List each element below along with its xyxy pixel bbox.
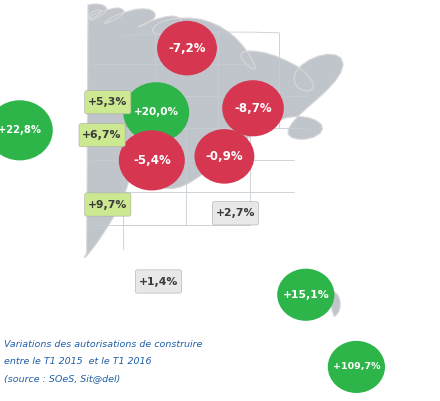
Circle shape bbox=[194, 129, 254, 184]
Text: (source : SOeS, Sit@del): (source : SOeS, Sit@del) bbox=[4, 375, 121, 383]
FancyBboxPatch shape bbox=[136, 270, 181, 293]
Text: Variations des autorisations de construire: Variations des autorisations de construi… bbox=[4, 340, 203, 349]
Circle shape bbox=[222, 80, 284, 136]
Text: +22,8%: +22,8% bbox=[0, 126, 41, 135]
Circle shape bbox=[277, 269, 334, 321]
Text: entre le T1 2015  et le T1 2016: entre le T1 2015 et le T1 2016 bbox=[4, 357, 152, 366]
Text: -8,7%: -8,7% bbox=[234, 102, 272, 115]
Text: +2,7%: +2,7% bbox=[216, 209, 255, 218]
Text: +15,1%: +15,1% bbox=[282, 290, 329, 300]
FancyBboxPatch shape bbox=[85, 91, 131, 114]
Circle shape bbox=[0, 100, 53, 160]
Circle shape bbox=[157, 21, 217, 75]
FancyBboxPatch shape bbox=[85, 193, 131, 216]
Text: +20,0%: +20,0% bbox=[134, 107, 179, 117]
Text: +1,4%: +1,4% bbox=[139, 277, 178, 286]
Text: +109,7%: +109,7% bbox=[333, 363, 380, 371]
Text: -0,9%: -0,9% bbox=[205, 150, 243, 163]
Circle shape bbox=[328, 341, 385, 393]
Polygon shape bbox=[84, 4, 343, 257]
Text: -7,2%: -7,2% bbox=[168, 42, 206, 55]
Circle shape bbox=[119, 130, 185, 190]
Polygon shape bbox=[331, 292, 340, 317]
FancyBboxPatch shape bbox=[213, 202, 259, 225]
Circle shape bbox=[123, 82, 189, 142]
Text: +6,7%: +6,7% bbox=[82, 130, 122, 140]
FancyBboxPatch shape bbox=[79, 124, 125, 147]
Text: -5,4%: -5,4% bbox=[133, 154, 171, 167]
Text: +5,3%: +5,3% bbox=[88, 97, 128, 107]
Text: +9,7%: +9,7% bbox=[88, 200, 128, 209]
